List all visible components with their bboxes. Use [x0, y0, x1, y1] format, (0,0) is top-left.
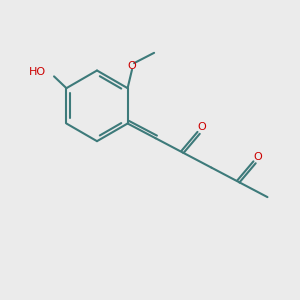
Text: O: O: [128, 61, 136, 71]
Text: HO: HO: [29, 67, 46, 77]
Text: O: O: [254, 152, 262, 162]
Text: O: O: [197, 122, 206, 132]
